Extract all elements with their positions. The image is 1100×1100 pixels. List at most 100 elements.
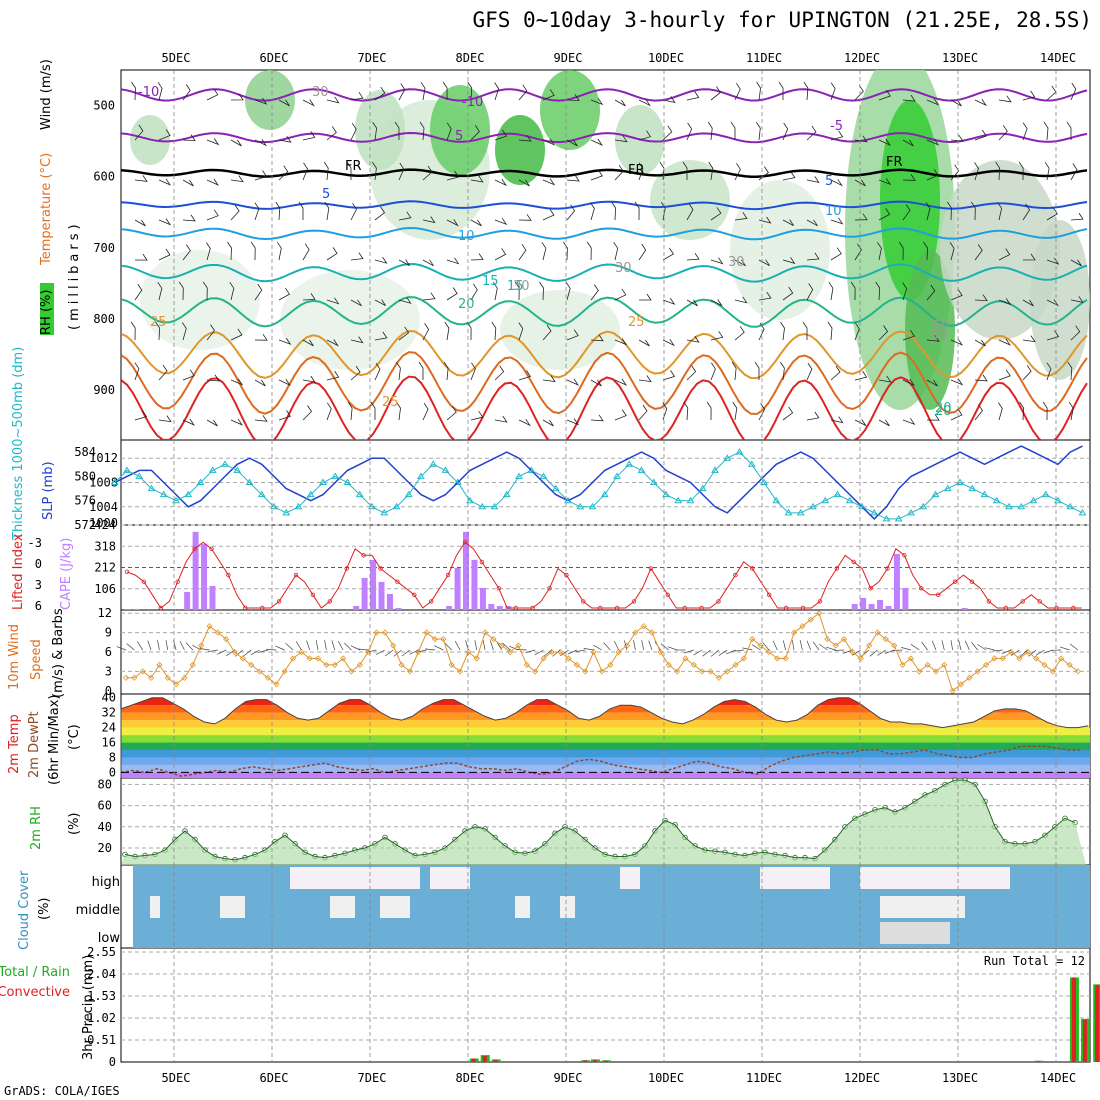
wind-barb-10m <box>516 649 527 651</box>
temp-band <box>121 735 1090 743</box>
rh-shade <box>940 160 1060 340</box>
wind-barb-10m <box>147 640 152 651</box>
wind-barb <box>372 121 378 141</box>
thickness-point <box>123 466 131 473</box>
wind-barb <box>398 211 412 221</box>
thickness-point <box>245 478 254 485</box>
wind-point <box>782 655 789 662</box>
precip-tick: 1.53 <box>87 989 116 1003</box>
wind-barb-10m <box>977 644 987 651</box>
wind-barb <box>518 134 532 142</box>
wind-barb-10m <box>992 649 1003 652</box>
wind-barb <box>158 218 172 226</box>
temp-fill <box>121 697 1090 778</box>
rh-tick: 40 <box>98 820 112 834</box>
wind-barb <box>902 329 916 341</box>
cape-bar <box>184 591 191 610</box>
legend-total-rain: Total / Rain <box>0 965 70 980</box>
wind-barb-10m <box>199 648 210 651</box>
wind-barb <box>638 404 648 421</box>
wind-barb <box>1022 299 1034 307</box>
wind-barb <box>854 85 864 101</box>
thickness-point <box>711 466 719 473</box>
wind-barb <box>566 418 580 426</box>
wind-barb-10m <box>337 641 344 651</box>
wind-barb <box>878 419 890 427</box>
contour-label: 25 <box>382 395 399 410</box>
wind-barb <box>1066 121 1072 140</box>
wind-barb-10m <box>444 642 452 651</box>
wind-point <box>340 655 347 662</box>
wind-barb <box>254 333 268 341</box>
wind-barb <box>418 361 424 380</box>
rh-shade <box>500 290 620 370</box>
wind-barb <box>878 375 892 383</box>
wind-point <box>1066 661 1073 668</box>
temp-band <box>121 757 1090 765</box>
wind-barb-10m <box>217 649 227 655</box>
li-point <box>969 579 975 584</box>
wind-barb <box>1022 90 1036 101</box>
wind-barb <box>898 241 904 261</box>
li-point <box>141 579 147 584</box>
wind-barb <box>446 219 459 227</box>
rh-shade <box>730 180 830 320</box>
cloud-high <box>430 867 470 889</box>
cloud-level-middle: middle <box>76 903 120 918</box>
thickness-point <box>833 490 842 498</box>
wind-barb <box>806 219 818 227</box>
contour-label: -10 <box>462 95 483 110</box>
wind-barb <box>419 121 425 141</box>
wind-barb <box>542 375 556 383</box>
temp-band <box>121 697 1090 698</box>
wind-barb <box>398 259 410 266</box>
li-tick: -3 <box>28 536 42 550</box>
wind-barb <box>1046 207 1058 221</box>
wind-barb <box>638 339 650 347</box>
ylabel-temperature: Temperature (°C) <box>39 153 54 266</box>
cape-bar <box>125 608 131 610</box>
wind-barb-10m <box>1028 649 1037 657</box>
li-point <box>209 546 214 551</box>
rh-shade <box>1030 220 1090 380</box>
wind-barb <box>803 81 809 101</box>
wind-barb <box>950 289 963 301</box>
wind-point <box>807 616 814 623</box>
wind-barb <box>494 178 508 187</box>
wind-barb-10m <box>575 649 586 653</box>
series-rh <box>124 779 1076 861</box>
wind-barb <box>206 374 220 382</box>
ylabel-precip: 3hr Precip (mm) <box>81 955 96 1060</box>
wind-point <box>607 661 614 668</box>
wind-barb-10m <box>921 641 928 651</box>
wind-barb <box>782 286 794 301</box>
wind-barb <box>158 364 168 381</box>
pressure-tick: 700 <box>93 241 115 255</box>
wind-barb <box>350 336 364 344</box>
wind-barb <box>854 419 867 427</box>
wind-barb <box>1044 161 1050 181</box>
wind-barb <box>350 122 357 141</box>
contour-label: 10 <box>825 204 842 219</box>
wind-barb <box>878 325 889 341</box>
wind-barb <box>590 334 604 342</box>
wind-barb <box>518 322 524 341</box>
wind-barb <box>302 293 316 301</box>
wind-barb <box>926 413 940 421</box>
wind-barb <box>470 410 484 421</box>
wind-barb <box>206 324 215 341</box>
wind-point <box>1049 668 1056 675</box>
wind-barb <box>254 170 268 181</box>
wind-point <box>173 681 180 688</box>
wind-barb <box>660 201 666 221</box>
wind-barb <box>806 176 820 183</box>
wind-barb-10m <box>275 645 285 651</box>
cape-bar <box>386 593 393 610</box>
li-point <box>226 572 231 578</box>
wind-barb <box>157 282 163 301</box>
legend-convective: Convective <box>0 985 70 1000</box>
precip-bar-convective <box>471 1058 476 1062</box>
day-label-bottom: 12DEC <box>844 1071 880 1085</box>
wind-barb <box>830 247 842 261</box>
